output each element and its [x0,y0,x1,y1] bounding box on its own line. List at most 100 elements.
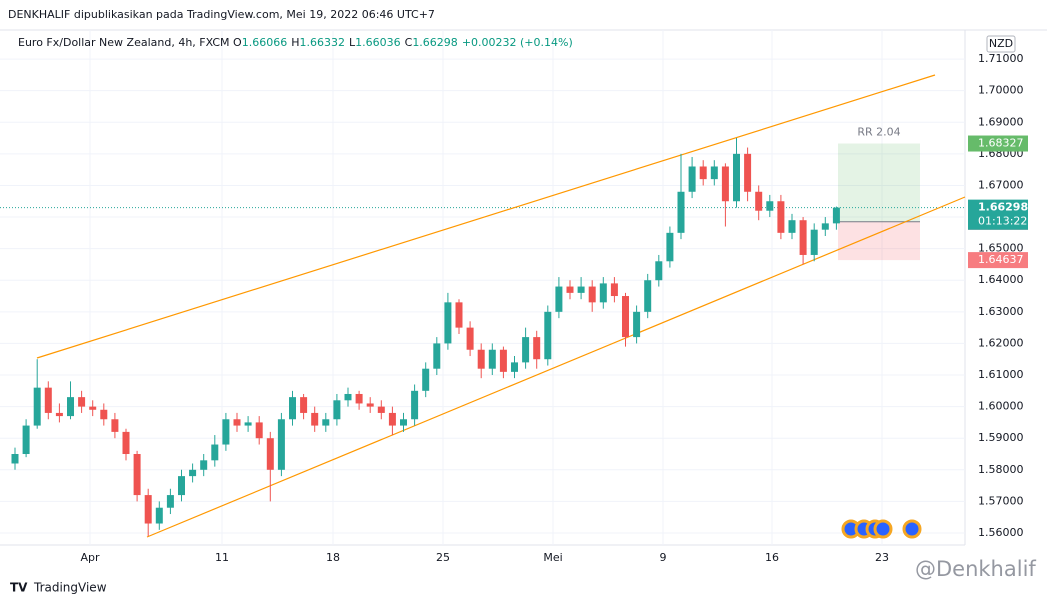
candle-body [111,419,119,432]
candle-body [644,280,652,312]
last-price-box [968,199,1028,230]
candle-body [377,406,385,413]
candle-body [211,444,219,461]
candle-body [366,403,374,407]
ohlc-label: C [404,36,413,49]
price-label: 1.68327 [978,137,1024,150]
candle-body [89,406,97,410]
candle-body [100,409,108,420]
candle-body [699,166,707,180]
legend: Euro Fx/Dollar New Zealand, 4h, FXCM O1.… [18,36,577,49]
x-tick-label: 16 [765,551,779,564]
x-tick-label: Mei [543,551,562,564]
x-tick-label: 25 [436,551,450,564]
ohlc-value: 1.66298 [412,36,458,49]
candle-body [433,343,441,369]
candle-body [788,220,796,233]
candle-body [422,368,430,391]
candle-body [488,349,496,369]
candle-body [22,425,30,455]
x-tick-label: 9 [660,551,667,564]
y-tick-label: 1.71000 [978,52,1024,65]
y-tick-label: 1.60000 [978,400,1024,413]
x-tick-label: 18 [326,551,340,564]
candle-body [555,286,563,312]
candle-body [122,431,130,455]
candle-body [266,438,274,470]
candle-body [344,393,352,401]
candle-body [655,261,663,281]
candle-body [78,397,86,407]
rr-label: RR 2.04 [857,126,900,139]
candle-body [355,393,363,404]
currency-box[interactable] [986,35,1016,53]
candle-body [522,337,530,363]
candle-body [444,302,452,344]
price-label-box [968,135,1028,152]
candle-body [721,166,729,202]
y-tick-label: 1.56000 [978,526,1024,539]
candle-body [588,286,596,303]
candle-body [821,223,829,230]
candle-body [477,349,485,369]
ohlc-value: 1.66332 [299,36,345,49]
y-tick-label: 1.67000 [978,178,1024,191]
event-icon [873,519,893,539]
candle-body [277,419,285,470]
candle-body [155,507,163,524]
event-icon [902,519,922,539]
watermark: @Denkhalif [915,557,1036,581]
candle-body [388,412,396,426]
candle-body [255,422,263,439]
channel-line [36,74,936,359]
candle-body [322,419,330,426]
candle-body [44,387,52,413]
y-tick-label: 1.57000 [978,494,1024,507]
candle-body [311,412,319,426]
candle-body [144,495,152,524]
candle-body [832,207,840,224]
candle-body [166,495,174,508]
countdown: 01:13:22 [978,215,1027,228]
candle-body [133,454,141,496]
channel-line [146,196,966,538]
candle-body [533,337,541,360]
candle-body [766,201,774,211]
loss-zone [838,221,920,261]
candle-body [55,412,63,417]
logo: TV [10,581,28,595]
events [841,519,922,539]
candle-body [633,311,641,338]
ohlc-label: H [291,36,300,49]
candle-body [733,153,740,202]
ohlc-value: 1.66066 [241,36,288,49]
profit-zone [838,143,920,222]
candle-body [289,397,296,420]
candle-body [610,283,618,297]
price-label-box [968,252,1028,269]
candle-body [688,166,696,192]
candle-body [178,476,185,496]
candle-body [666,232,674,262]
x-tick-label: 23 [875,551,889,564]
x-tick-label: 11 [215,551,229,564]
candle-body [677,191,685,233]
candle-body [67,397,74,417]
candle-body [710,166,718,180]
y-tick-label: 1.63000 [978,305,1024,318]
price-label: 1.64637 [978,253,1024,266]
ohlc-label: L [348,36,356,49]
footer: TradingView [33,581,107,595]
ohlc-value: 1.66036 [355,36,401,49]
candle-body [189,469,197,477]
change: +0.00232 (+0.14%) [461,36,573,49]
y-tick-label: 1.58000 [978,463,1024,476]
candle-body [244,422,252,426]
candle-body [622,296,629,338]
candle-body [400,419,407,426]
candle-body [755,191,763,211]
y-tick-label: 1.64000 [978,273,1024,286]
candle-body [511,362,518,372]
